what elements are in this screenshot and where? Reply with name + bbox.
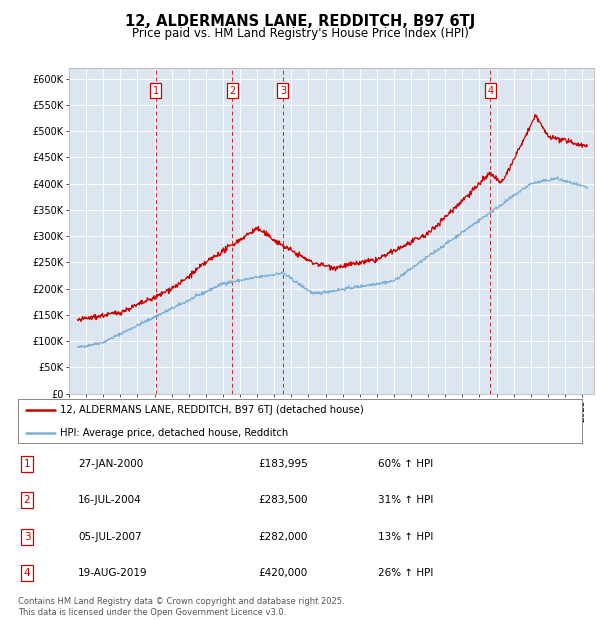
Text: 1: 1 [152,86,159,95]
Text: 31% ↑ HPI: 31% ↑ HPI [378,495,433,505]
Text: 4: 4 [23,568,31,578]
Text: £420,000: £420,000 [258,568,307,578]
Text: 26% ↑ HPI: 26% ↑ HPI [378,568,433,578]
Text: 4: 4 [487,86,493,95]
Text: 05-JUL-2007: 05-JUL-2007 [78,532,142,542]
Text: £282,000: £282,000 [258,532,307,542]
Text: 12, ALDERMANS LANE, REDDITCH, B97 6TJ (detached house): 12, ALDERMANS LANE, REDDITCH, B97 6TJ (d… [60,405,364,415]
Text: 60% ↑ HPI: 60% ↑ HPI [378,459,433,469]
Text: £183,995: £183,995 [258,459,308,469]
Text: 16-JUL-2004: 16-JUL-2004 [78,495,142,505]
Text: £283,500: £283,500 [258,495,308,505]
Text: 3: 3 [280,86,286,95]
Text: 19-AUG-2019: 19-AUG-2019 [78,568,148,578]
Text: 3: 3 [23,532,31,542]
Text: 13% ↑ HPI: 13% ↑ HPI [378,532,433,542]
Text: 2: 2 [229,86,235,95]
Text: 1: 1 [23,459,31,469]
Text: Contains HM Land Registry data © Crown copyright and database right 2025.
This d: Contains HM Land Registry data © Crown c… [18,598,344,617]
Text: HPI: Average price, detached house, Redditch: HPI: Average price, detached house, Redd… [60,428,289,438]
Text: Price paid vs. HM Land Registry's House Price Index (HPI): Price paid vs. HM Land Registry's House … [131,27,469,40]
Text: 12, ALDERMANS LANE, REDDITCH, B97 6TJ: 12, ALDERMANS LANE, REDDITCH, B97 6TJ [125,14,475,29]
Text: 2: 2 [23,495,31,505]
Text: 27-JAN-2000: 27-JAN-2000 [78,459,143,469]
